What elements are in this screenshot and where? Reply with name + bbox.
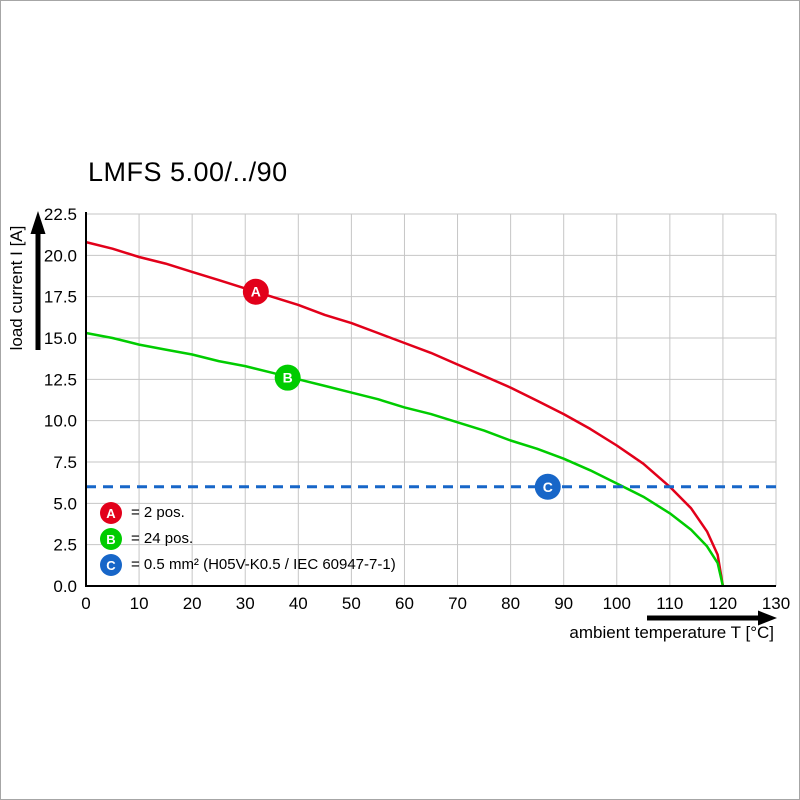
x-tick-label: 70 — [448, 594, 467, 613]
curve-a — [85, 240, 725, 587]
grid-lines — [86, 213, 777, 586]
x-tick-label: 10 — [130, 594, 149, 613]
y-tick-label: 15.0 — [44, 329, 77, 348]
curve-markers: A B C — [242, 278, 561, 500]
x-axis-arrow — [647, 610, 777, 626]
legend-item-c: C = 0.5 mm² (H05V-K0.5 / IEC 60947-7-1) — [100, 554, 396, 576]
y-tick-label: 0.0 — [53, 577, 77, 596]
legend: A = 2 pos. B = 24 pos. C = 0.5 mm² (H05V… — [100, 502, 396, 580]
x-tick-label: 30 — [236, 594, 255, 613]
y-tick-label: 22.5 — [44, 205, 77, 224]
y-tick-label: 20.0 — [44, 246, 77, 265]
marker-c-letter: C — [543, 479, 553, 495]
x-tick-label: 120 — [709, 594, 737, 613]
x-tick-label: 40 — [289, 594, 308, 613]
x-tick-label: 20 — [183, 594, 202, 613]
x-tick-label: 0 — [81, 594, 90, 613]
marker-b-letter: B — [283, 370, 293, 386]
x-tick-label: 80 — [501, 594, 520, 613]
x-tick-label: 60 — [395, 594, 414, 613]
chart-title: LMFS 5.00/../90 — [88, 157, 288, 187]
curve-b — [85, 331, 725, 587]
marker-c-circle — [534, 473, 561, 500]
legend-marker-a: A — [100, 502, 122, 524]
y-tick-label: 2.5 — [53, 536, 77, 555]
legend-label-b: = 24 pos. — [131, 530, 194, 547]
legend-marker-c: C — [100, 554, 122, 576]
legend-label-c: = 0.5 mm² (H05V-K0.5 / IEC 60947-7-1) — [131, 556, 396, 573]
legend-label-a: = 2 pos. — [131, 504, 185, 521]
x-tick-label: 100 — [603, 594, 631, 613]
marker-a-circle — [242, 278, 269, 305]
y-tick-label: 10.0 — [44, 412, 77, 431]
y-axis-label: load current I [A] — [7, 225, 26, 351]
x-tick-label: 50 — [342, 594, 361, 613]
legend-item-b: B = 24 pos. — [100, 528, 396, 550]
x-tick-label: 130 — [762, 594, 790, 613]
marker-a-letter: A — [251, 284, 261, 300]
tick-labels: 0 10 20 30 40 50 60 70 80 90 100 110 120 130 22.5 20.0 1… — [44, 205, 790, 613]
y-tick-label: 17.5 — [44, 288, 77, 307]
y-tick-label: 7.5 — [53, 453, 77, 472]
legend-marker-b: B — [100, 528, 122, 550]
y-axis-arrow — [30, 211, 46, 350]
x-axis-label: ambient temperature T [°C] — [569, 623, 774, 642]
x-tick-label: 90 — [554, 594, 573, 613]
curves — [85, 240, 776, 587]
marker-b-circle — [274, 364, 301, 391]
y-tick-label: 12.5 — [44, 370, 77, 389]
legend-item-a: A = 2 pos. — [100, 502, 396, 524]
x-tick-label: 110 — [656, 594, 683, 613]
y-tick-label: 5.0 — [53, 494, 77, 513]
